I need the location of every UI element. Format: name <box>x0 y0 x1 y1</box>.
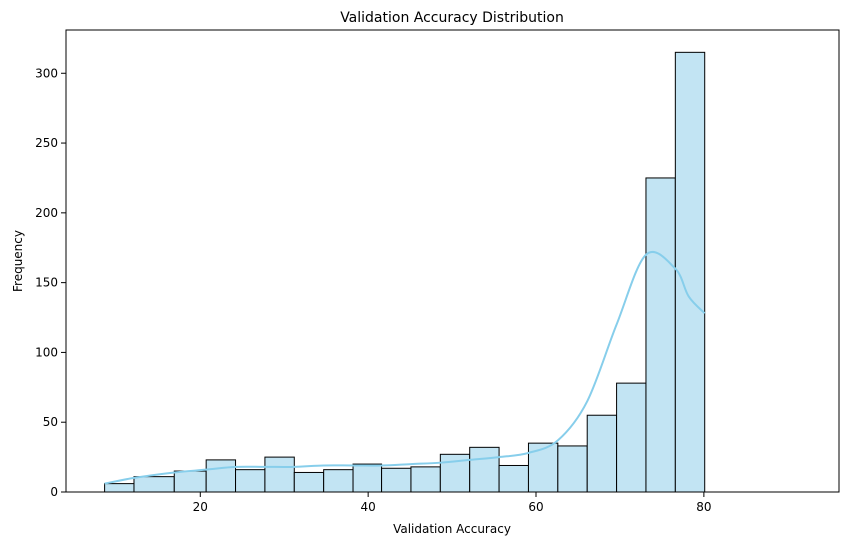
histogram-bar-6 <box>293 471 325 493</box>
histogram-bar-16 <box>586 414 618 493</box>
histogram-bar-5 <box>264 456 295 493</box>
y-tick-label: 250 <box>35 136 58 150</box>
chart-title: Validation Accuracy Distribution <box>340 10 564 26</box>
histogram-bar-17 <box>616 382 647 493</box>
histogram-bar-14 <box>527 442 559 493</box>
histogram-bar-2 <box>173 470 207 493</box>
y-tick-label: 300 <box>35 66 58 80</box>
histogram-bar-19 <box>674 51 706 493</box>
y-tick-label: 0 <box>50 485 58 499</box>
y-tick-label: 200 <box>35 206 58 220</box>
histogram-bar-1 <box>133 476 175 493</box>
histogram-bar-10 <box>410 466 441 493</box>
histogram-bar-4 <box>235 469 266 493</box>
x-tick-label: 40 <box>361 500 376 514</box>
y-tick-label: 150 <box>35 276 58 290</box>
histogram-bar-3 <box>205 459 237 493</box>
y-tick-label: 100 <box>35 345 58 359</box>
histogram-bar-15 <box>557 445 588 493</box>
y-axis-label: Frequency <box>11 230 25 292</box>
bars-group <box>104 51 706 493</box>
histogram-bar-7 <box>323 469 354 493</box>
x-tick-label: 20 <box>193 500 208 514</box>
histogram-bar-8 <box>352 463 383 493</box>
histogram-bar-9 <box>381 467 412 493</box>
x-axis-label: Validation Accuracy <box>393 522 511 536</box>
y-axis-ticks: 0 50 100 150 200 250 300 <box>35 66 66 499</box>
histogram-bar-13 <box>498 464 529 493</box>
x-tick-label: 80 <box>696 500 711 514</box>
kde-curve <box>104 250 706 485</box>
plot-frame <box>65 29 840 493</box>
x-tick-label: 60 <box>528 500 543 514</box>
x-axis-ticks: 20 40 60 80 <box>193 492 712 514</box>
histogram-bar-18 <box>645 177 676 493</box>
y-tick-label: 50 <box>43 415 58 429</box>
histogram-bar-12 <box>469 446 500 493</box>
histogram-bar-0 <box>104 483 135 493</box>
